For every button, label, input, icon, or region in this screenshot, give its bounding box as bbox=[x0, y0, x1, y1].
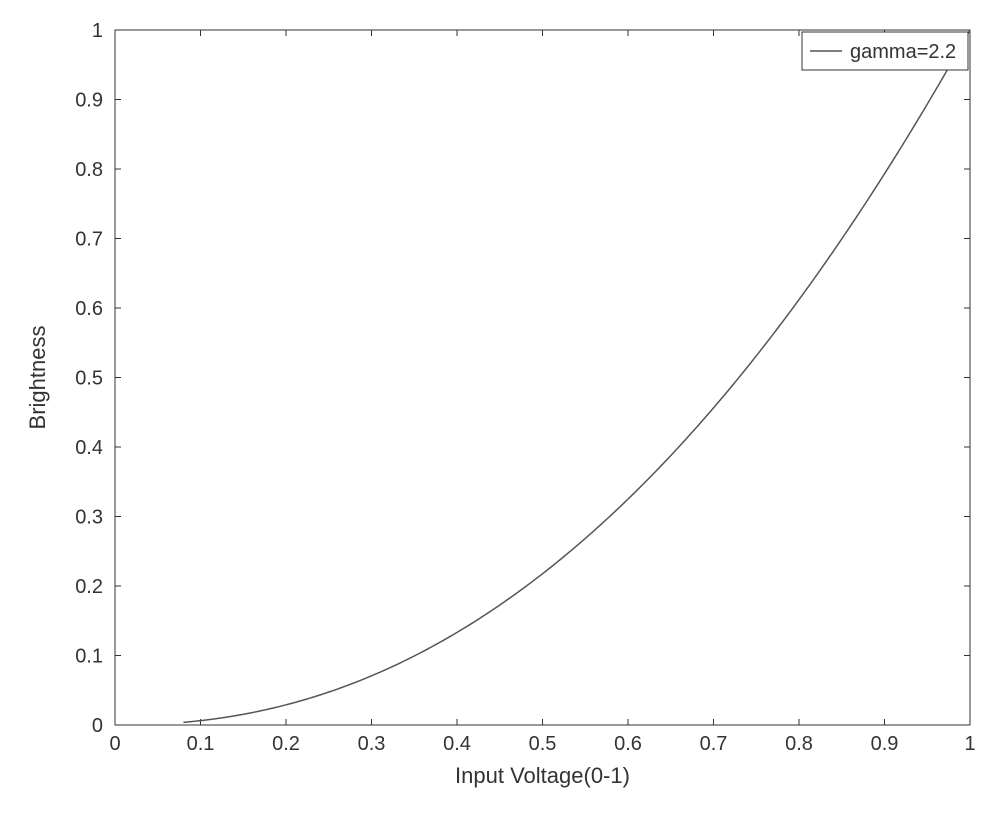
y-tick-label: 0.3 bbox=[75, 507, 103, 529]
y-tick-label: 0.8 bbox=[75, 159, 103, 181]
x-tick-label: 0.8 bbox=[785, 733, 813, 755]
y-tick-label: 0.6 bbox=[75, 298, 103, 320]
x-tick-label: 0 bbox=[109, 733, 120, 755]
x-tick-label: 0.3 bbox=[358, 733, 386, 755]
y-tick-label: 0.5 bbox=[75, 368, 103, 390]
legend-label: gamma=2.2 bbox=[850, 41, 956, 63]
x-tick-label: 0.6 bbox=[614, 733, 642, 755]
x-tick-label: 0.9 bbox=[871, 733, 899, 755]
x-tick-label: 1 bbox=[964, 733, 975, 755]
gamma-curve-chart: 0 0.1 0.2 0.3 0.4 0.5 0.6 0.7 0.8 0.9 1 0 0.1 0.2 0.3 0… bbox=[0, 0, 1000, 815]
y-tick-label: 0.7 bbox=[75, 229, 103, 251]
y-tick-label: 0.4 bbox=[75, 437, 103, 459]
y-tick-label: 1 bbox=[92, 20, 103, 42]
x-tick-label: 0.2 bbox=[272, 733, 300, 755]
x-tick-label: 0.1 bbox=[187, 733, 215, 755]
x-tick-label: 0.4 bbox=[443, 733, 471, 755]
y-tick-label: 0.2 bbox=[75, 576, 103, 598]
y-tick-label: 0.1 bbox=[75, 646, 103, 668]
x-axis-label: Input Voltage(0-1) bbox=[455, 763, 630, 788]
x-tick-label: 0.5 bbox=[529, 733, 557, 755]
y-tick-label: 0 bbox=[92, 715, 103, 737]
y-axis-label: Brightness bbox=[25, 326, 50, 430]
x-tick-label: 0.7 bbox=[700, 733, 728, 755]
chart-container: 0 0.1 0.2 0.3 0.4 0.5 0.6 0.7 0.8 0.9 1 0 0.1 0.2 0.3 0… bbox=[0, 0, 1000, 815]
y-tick-label: 0.9 bbox=[75, 90, 103, 112]
plot-area bbox=[115, 30, 970, 725]
